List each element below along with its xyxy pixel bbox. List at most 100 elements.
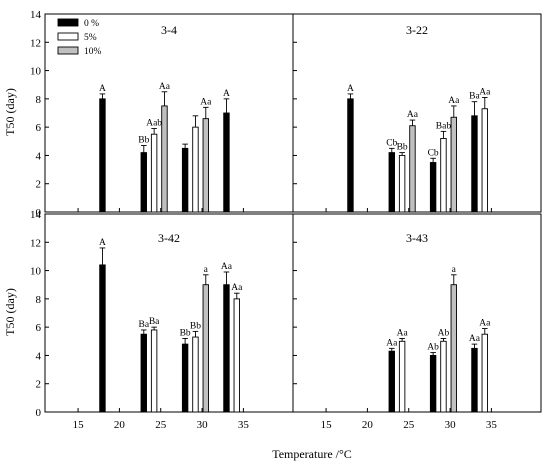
y-tick-label: 12 [30, 237, 41, 249]
panel-frame [44, 13, 294, 213]
bar-label: a [452, 265, 457, 275]
bar-label: Aa [159, 82, 171, 92]
bar-label: Aa [479, 87, 491, 97]
panel-1: 0 2 4 6 8 10 12 14 3-4 A Bb A Aab Aa Aa 0 % 5% 10% [30, 9, 294, 219]
bar [471, 347, 478, 413]
legend-swatch [57, 46, 79, 55]
panel-frame [292, 213, 542, 413]
bar-label: Bb [190, 321, 201, 331]
y-tick-label: 2 [36, 379, 42, 391]
panel-2: 3-22 A Cb Cb Ba Bb Bab Aa Aa Aa [292, 13, 542, 213]
bar-label: Bb [397, 143, 408, 153]
legend-swatch [57, 18, 79, 27]
bar [161, 105, 168, 213]
bar [481, 108, 488, 213]
y-tick-label: 0 [36, 207, 42, 219]
y-tick-label: 6 [36, 122, 42, 134]
bar-label: Ba [149, 317, 160, 327]
bar-label: Ba [139, 320, 150, 330]
bar [429, 162, 437, 213]
bar [181, 343, 189, 413]
x-tick-label: 25 [403, 419, 415, 431]
bar [140, 152, 147, 213]
bar [347, 98, 354, 213]
bar-label: Ab [427, 343, 439, 353]
y-axis-label-top: T50 (day) [3, 88, 17, 136]
bar-label: Aab [146, 119, 162, 129]
x-axis-label: Temperature /°C [272, 447, 352, 461]
x-tick-label: 30 [445, 419, 457, 431]
bar-label: Bb [180, 328, 191, 338]
bar-label: Aa [200, 97, 212, 107]
bar [481, 333, 488, 413]
axes-text: Temperature /°C T50 (day) T50 (day) [3, 88, 352, 461]
bar-label: Aa [479, 319, 491, 329]
x-tick-label: 30 [197, 419, 209, 431]
bar [140, 333, 147, 413]
bar [192, 126, 199, 213]
bar-label: Bb [138, 136, 149, 146]
y-tick-label: 4 [36, 150, 42, 162]
panel-title: 3-4 [161, 23, 177, 37]
bar-label: Aa [397, 328, 409, 338]
bar-label: Aa [231, 283, 243, 293]
bar [388, 350, 395, 413]
bar [398, 340, 406, 413]
panel-title: 3-43 [406, 231, 428, 245]
bar-label: Ba [469, 92, 480, 102]
bar-label: Cb [428, 148, 439, 158]
bar-label: Bab [436, 121, 452, 131]
x-tick-label: 35 [238, 419, 250, 431]
bar [429, 354, 437, 413]
x-tick-label: 15 [73, 419, 85, 431]
legend: 0 % 5% 10% [57, 18, 102, 57]
y-tick-label: 6 [36, 322, 42, 334]
x-tick-label: 15 [321, 419, 333, 431]
bar [99, 264, 106, 413]
bar [409, 125, 416, 213]
bar [202, 284, 209, 413]
x-tick-label: 20 [362, 419, 374, 431]
y-axis-label-bottom: T50 (day) [3, 288, 17, 336]
legend-label: 5% [84, 33, 97, 43]
y-tick-label: 14 [30, 9, 42, 21]
bar [192, 336, 199, 413]
bar [450, 284, 457, 413]
bar-label: A [223, 89, 230, 99]
bar [181, 147, 189, 213]
bar [223, 284, 230, 413]
bar [440, 138, 447, 213]
panel-title: 3-22 [406, 23, 428, 37]
bar-label: Aa [448, 96, 460, 106]
panel-frame [292, 13, 542, 213]
bar-label: a [204, 265, 209, 275]
panel-title: 3-42 [158, 231, 180, 245]
bar-label: Aa [221, 262, 233, 272]
bar-label: Aa [386, 338, 398, 348]
bar-label: A [99, 238, 106, 248]
bar-label: Aa [469, 334, 481, 344]
y-tick-label: 10 [30, 266, 42, 278]
bar [202, 118, 209, 213]
legend-label: 0 % [84, 19, 99, 29]
y-tick-label: 4 [36, 350, 42, 362]
bar [471, 115, 478, 213]
y-tick-label: 8 [36, 94, 42, 106]
bar [440, 340, 447, 413]
panel-3: 0 2 4 6 8 10 12 14 15 20 25 30 35 3-42 A Ba Bb Aa Ba Bb Aa a [30, 209, 294, 431]
bar [398, 154, 406, 213]
bar [450, 116, 457, 213]
y-tick-label: 8 [36, 294, 42, 306]
y-tick-label: 14 [30, 209, 42, 221]
bar [388, 152, 395, 213]
y-tick-label: 12 [30, 37, 41, 49]
bar-label: A [347, 84, 354, 94]
legend-swatch [57, 32, 79, 41]
y-tick-label: 0 [36, 407, 42, 419]
x-tick-label: 20 [114, 419, 126, 431]
bar-label: Cb [386, 138, 397, 148]
bar [99, 98, 106, 213]
